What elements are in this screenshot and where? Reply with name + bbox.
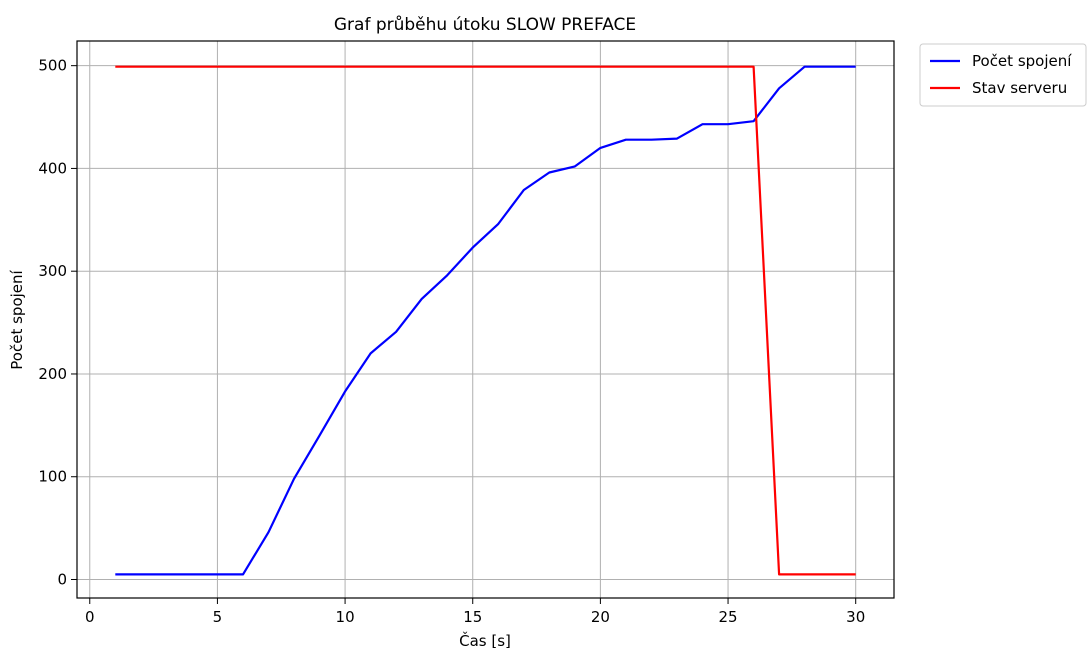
x-tick-label: 5 (213, 608, 223, 626)
x-axis-label: Čas [s] (459, 631, 511, 650)
y-tick-label: 200 (38, 365, 67, 383)
legend-box (919, 43, 1087, 107)
plot-frame (76, 40, 895, 599)
x-tick-label: 30 (846, 608, 865, 626)
y-tick-label: 400 (38, 159, 67, 177)
x-tick-label: 10 (336, 608, 355, 626)
x-tick-label: 15 (463, 608, 482, 626)
x-tick-label: 0 (85, 608, 95, 626)
y-tick-label: 0 (57, 571, 67, 589)
series-lines (115, 65, 856, 576)
chart-title: Graf průběhu útoku SLOW PREFACE (334, 15, 636, 35)
y-tick-label: 500 (38, 57, 67, 75)
legend-label-pocet-spojeni: Počet spojení (972, 52, 1072, 70)
x-tick-label: 20 (591, 608, 610, 626)
series-line-stav-serveru (115, 65, 856, 576)
legend: Počet spojení Stav serveru (919, 43, 1087, 107)
y-tick-label: 300 (38, 262, 67, 280)
y-tick-label: 100 (38, 468, 67, 486)
grid (77, 41, 894, 598)
legend-label-stav-serveru: Stav serveru (972, 79, 1067, 97)
y-axis-label: Počet spojení (8, 269, 26, 369)
x-tick-label: 25 (719, 608, 738, 626)
series-line-pocet-spojeni (115, 65, 856, 576)
